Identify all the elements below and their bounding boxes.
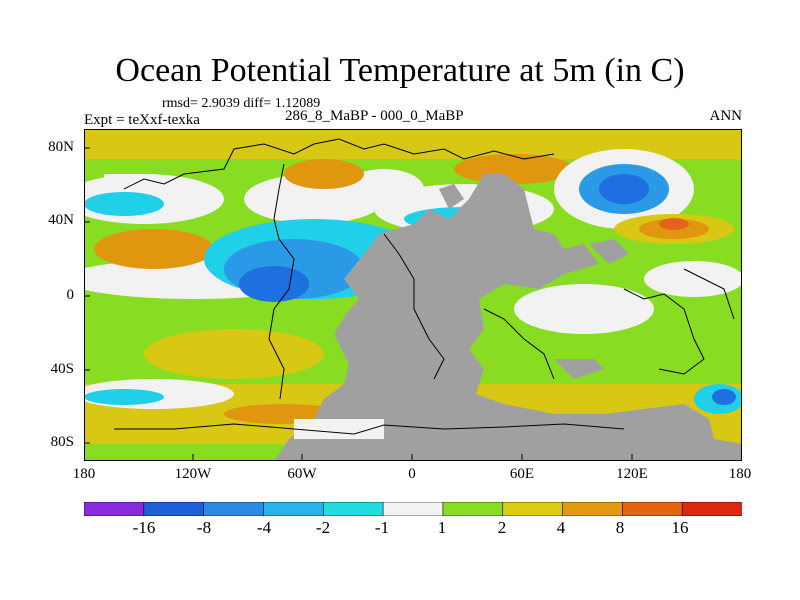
colorbar-label-1: 1 xyxy=(437,518,447,537)
experiment-label: Expt = teXxf-texka xyxy=(84,112,200,128)
anomaly-east-white xyxy=(644,261,742,297)
colorbar-swatch-5 xyxy=(382,502,444,516)
anomaly-north-pacific-cyan xyxy=(84,192,164,216)
coastline-southeast xyxy=(683,268,735,320)
colorbar-label-neg1: -1 xyxy=(374,518,390,537)
colorbar-swatch-9 xyxy=(622,502,683,516)
lat-label-80n: 80N xyxy=(48,139,74,155)
season-label: ANN xyxy=(709,108,743,124)
lon-label-180w: 180 xyxy=(72,466,96,482)
anomaly-north-atlantic-orange xyxy=(284,159,364,189)
land-pangaea xyxy=(274,174,742,461)
coastline-central xyxy=(383,233,445,380)
coastline-far-east xyxy=(623,288,705,375)
map-frame xyxy=(84,129,742,461)
colorbar xyxy=(84,502,742,516)
coastline-north xyxy=(123,138,555,190)
lat-label-40n: 40N xyxy=(48,212,74,228)
coastline-east xyxy=(483,308,555,380)
colorbar-swatch-6 xyxy=(442,502,504,516)
anomaly-tethys-orange xyxy=(454,154,574,184)
anomaly-southeast-blue xyxy=(712,389,736,405)
lon-label-0: 0 xyxy=(408,466,416,482)
lat-label-40s: 40S xyxy=(50,361,74,377)
lon-label-120w: 120W xyxy=(174,466,212,482)
colorbar-swatch-3 xyxy=(263,502,325,516)
coastline-west xyxy=(268,163,295,400)
colorbar-label-neg8: -8 xyxy=(196,518,212,537)
ocean-temperature-map xyxy=(84,129,742,461)
colorbar-label-8: 8 xyxy=(615,518,625,537)
sea-ice-white-north xyxy=(104,174,154,189)
rmsd-diff-stats: rmsd= 2.9039 diff= 1.12089 xyxy=(162,96,321,111)
colorbar-label-2: 2 xyxy=(497,518,507,537)
anomaly-panthalassa-blue xyxy=(599,174,649,204)
colorbar-swatch-10 xyxy=(681,502,742,516)
anomaly-east-pacific-blue xyxy=(239,266,309,302)
anomaly-pacific-yellow xyxy=(144,329,324,379)
anomaly-south-cyan xyxy=(84,389,164,405)
lon-label-180e: 180 xyxy=(728,466,752,482)
lon-label-120e: 120E xyxy=(616,466,648,482)
anomaly-pacific-orange xyxy=(94,229,214,269)
land-south-fragment xyxy=(554,359,604,379)
period-subtitle: 286_8_MaBP - 000_0_MaBP xyxy=(285,108,464,124)
lon-label-60e: 60E xyxy=(509,466,535,482)
colorbar-swatch-8 xyxy=(562,502,624,516)
colorbar-label-neg2: -2 xyxy=(315,518,331,537)
lon-label-60w: 60W xyxy=(287,466,317,482)
colorbar-swatch-7 xyxy=(502,502,564,516)
sea-ice-white-south xyxy=(294,419,384,439)
colorbar-swatch-0 xyxy=(84,502,145,516)
lat-label-80s: 80S xyxy=(50,434,74,450)
colorbar-swatch-4 xyxy=(322,502,384,516)
land-east-fragment xyxy=(589,239,629,264)
colorbar-label-4: 4 xyxy=(556,518,566,537)
lat-label-0: 0 xyxy=(66,287,75,303)
colorbar-label-neg4: -4 xyxy=(256,518,272,537)
colorbar-label-16: 16 xyxy=(671,518,689,537)
anomaly-southeast-white xyxy=(514,284,654,334)
page-title: Ocean Potential Temperature at 5m (in C) xyxy=(115,52,685,89)
coastline-south xyxy=(114,423,625,435)
colorbar-swatch-1 xyxy=(143,502,205,516)
land-north-fragment xyxy=(439,184,464,209)
colorbar-swatch-2 xyxy=(203,502,265,516)
colorbar-label-neg16: -16 xyxy=(132,518,156,537)
anomaly-east-dark-orange xyxy=(659,218,689,230)
